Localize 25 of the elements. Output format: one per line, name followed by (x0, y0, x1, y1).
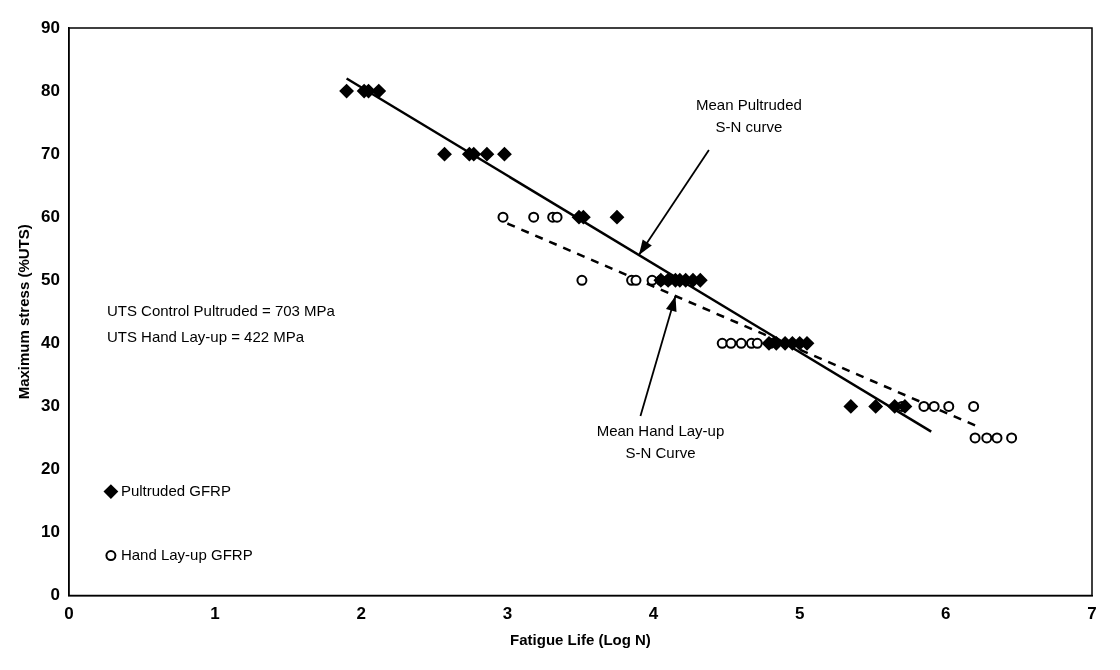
y-tick-label: 40 (40, 333, 60, 353)
annotation: Mean Hand Lay-up S-N Curve (596, 422, 725, 462)
y-tick-label: 70 (40, 143, 60, 163)
y-tick-label: 50 (40, 269, 60, 289)
x-tick-label: 2 (356, 604, 366, 624)
x-axis-title: Fatigue Life (Log N) (510, 631, 651, 649)
x-tick-label: 1 (210, 604, 220, 624)
x-tick-label: 7 (1087, 604, 1097, 624)
y-tick-label: 10 (40, 522, 60, 542)
y-tick-label: 60 (40, 206, 60, 226)
legend-label: Hand Lay-up GFRP (120, 545, 253, 563)
y-tick-label: 0 (50, 585, 60, 605)
y-axis-title: Maximum stress (%UTS) (15, 224, 33, 400)
y-tick-label: 20 (40, 459, 60, 479)
x-tick-label: 3 (502, 604, 513, 624)
x-tick-label: 5 (794, 604, 805, 624)
annotation: Mean Pultruded S-N curve (695, 96, 802, 136)
y-tick-label: 90 (40, 17, 60, 37)
x-tick-label: 6 (941, 604, 951, 624)
x-tick-label: 4 (648, 604, 659, 624)
legend-label: Pultruded GFRP (120, 481, 231, 499)
y-tick-label: 80 (40, 80, 60, 100)
y-tick-label: 30 (40, 396, 60, 416)
x-tick-label: 0 (64, 604, 74, 624)
annotation: UTS Control Pultruded = 703 MPa UTS Hand Lay-up = 422 MPa (106, 301, 336, 345)
